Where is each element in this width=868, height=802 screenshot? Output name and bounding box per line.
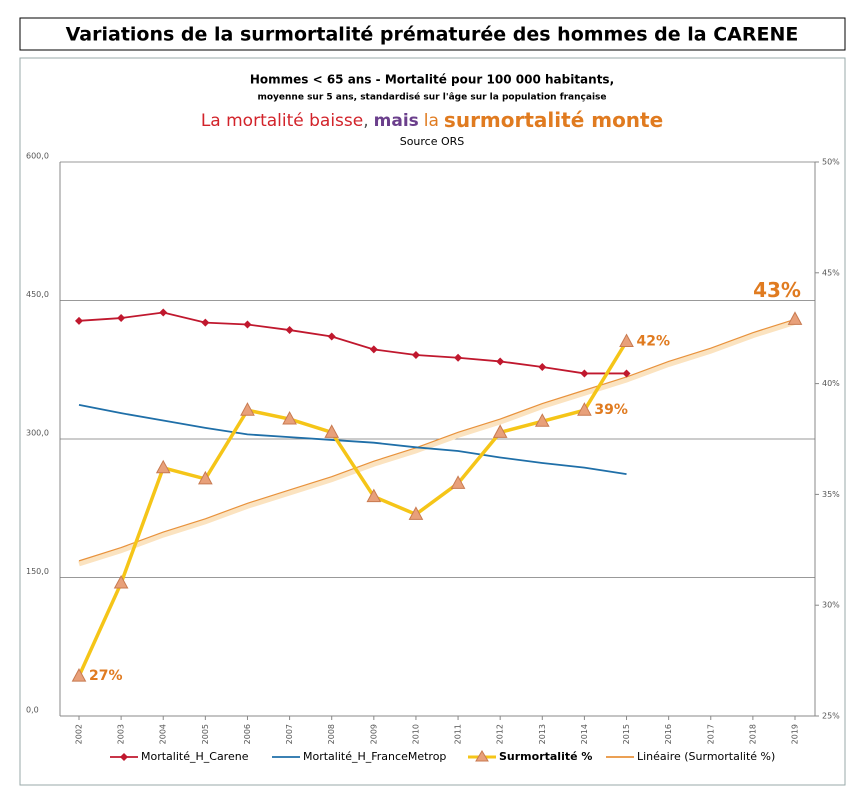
point — [198, 470, 213, 485]
x-tick-label: 2014 — [580, 724, 589, 744]
point — [538, 362, 547, 371]
x-tick-label: 2007 — [285, 724, 294, 744]
point — [580, 369, 589, 378]
point — [117, 314, 126, 323]
point — [285, 326, 294, 335]
data-label: 42% — [637, 333, 671, 349]
y-tick-label: 600,0 — [26, 152, 49, 161]
y2-tick-label: 25% — [822, 712, 840, 721]
point — [324, 424, 340, 438]
x-tick-label: 2017 — [706, 724, 715, 744]
x-tick-label: 2005 — [201, 724, 210, 744]
point — [619, 333, 634, 347]
headline-part: La mortalité baisse — [201, 111, 363, 131]
legend-label: Surmortalité % — [499, 750, 592, 763]
point — [282, 411, 297, 425]
y2-tick-label: 35% — [822, 490, 840, 499]
point — [454, 353, 463, 362]
x-tick-label: 2019 — [791, 724, 800, 744]
data-label: 27% — [89, 668, 123, 684]
chart-frame — [19, 57, 846, 786]
point — [75, 316, 83, 325]
point — [450, 475, 466, 489]
y-tick-label: 300,0 — [26, 429, 49, 438]
y2-tick-label: 50% — [822, 158, 840, 167]
legend-label: Mortalité_H_Carene — [141, 750, 249, 763]
point — [369, 345, 378, 354]
subtitle2: moyenne sur 5 ans, standardisé sur l'âge… — [257, 92, 606, 103]
x-tick-label: 2006 — [243, 724, 252, 744]
legend-marker — [120, 753, 128, 761]
point — [411, 350, 420, 359]
x-tick-label: 2013 — [538, 724, 547, 744]
x-tick-label: 2011 — [454, 724, 463, 744]
title-box — [19, 17, 846, 51]
x-tick-label: 2010 — [411, 724, 420, 744]
y2-tick-label: 40% — [822, 379, 840, 388]
point — [159, 308, 168, 317]
data-label: 39% — [594, 402, 628, 418]
legend-label: Linéaire (Surmortalité %) — [637, 750, 775, 763]
x-tick-label: 2018 — [748, 724, 757, 744]
y-tick-label: 450,0 — [26, 290, 49, 299]
legend-label: Mortalité_H_FranceMetrop — [303, 750, 446, 763]
point — [201, 318, 210, 327]
legend-marker — [475, 750, 489, 762]
point — [492, 424, 508, 438]
series-line — [78, 403, 627, 475]
y2-tick-label: 45% — [822, 268, 840, 277]
headline: La mortalité baisse, mais la surmortalité m… — [201, 108, 663, 132]
point — [113, 574, 129, 589]
chart-title: Variations de la surmortalité prématurée… — [66, 24, 799, 46]
point — [71, 668, 87, 682]
headline-part: mais — [374, 111, 419, 131]
source: Source ORS — [400, 135, 465, 148]
point — [408, 506, 424, 520]
series-line — [78, 311, 627, 375]
point — [622, 369, 631, 378]
point — [534, 413, 550, 427]
y-tick-label: 150,0 — [26, 567, 49, 576]
x-tick-label: 2003 — [117, 724, 126, 744]
y-tick-label: 0,0 — [26, 706, 39, 715]
point — [243, 320, 252, 329]
headline-part: la — [424, 111, 439, 131]
headline-part: , — [363, 111, 368, 131]
point — [240, 402, 255, 416]
point — [577, 402, 592, 416]
series-line — [78, 318, 796, 562]
x-tick-label: 2009 — [369, 724, 378, 744]
point — [787, 311, 803, 325]
point — [366, 488, 382, 503]
x-tick-label: 2016 — [664, 724, 673, 744]
trend-shadow — [78, 319, 796, 567]
point — [496, 357, 505, 366]
point — [155, 459, 171, 474]
x-tick-label: 2002 — [75, 724, 84, 744]
x-tick-label: 2012 — [496, 724, 505, 744]
x-tick-label: 2015 — [622, 724, 631, 744]
x-tick-label: 2004 — [159, 724, 168, 744]
subtitle: Hommes < 65 ans - Mortalité pour 100 000… — [250, 73, 614, 87]
headline-part: surmortalité monte — [444, 108, 663, 132]
x-tick-label: 2008 — [327, 724, 336, 744]
y2-tick-label: 30% — [822, 601, 840, 610]
point — [327, 332, 336, 341]
data-label: 43% — [753, 278, 801, 302]
